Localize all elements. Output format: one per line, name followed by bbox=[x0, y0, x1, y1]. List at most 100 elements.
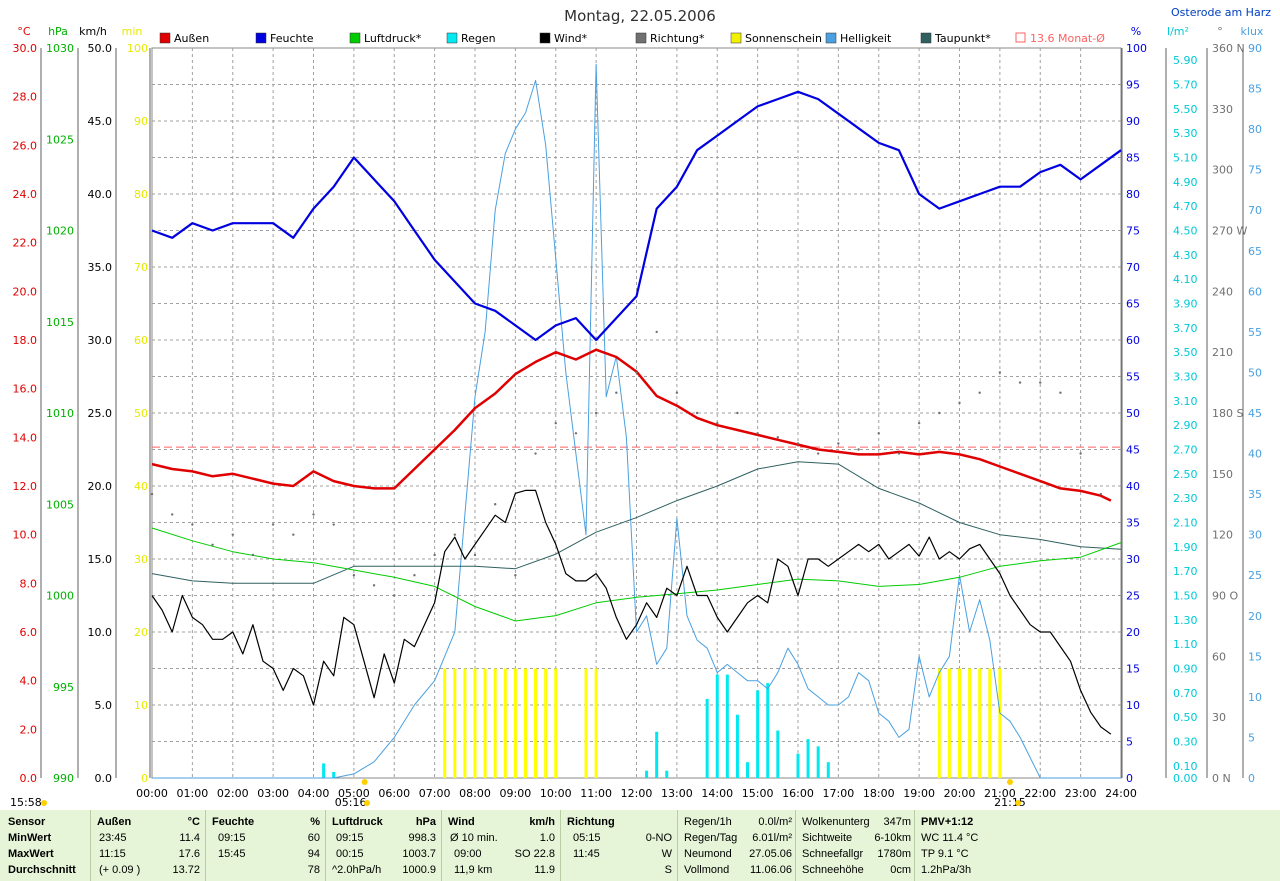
schneehoehe-label: Schneehöhe bbox=[802, 864, 864, 876]
sun-tick-label: 100 bbox=[127, 42, 148, 55]
pressure-tick-label: 1005 bbox=[46, 498, 74, 511]
humidity-tick-label: 55 bbox=[1126, 371, 1140, 384]
rain-tick-label: 3.10 bbox=[1173, 395, 1198, 408]
humidity-tick-label: 100 bbox=[1126, 42, 1147, 55]
pressure-tick-label: 1020 bbox=[46, 225, 74, 238]
temp-tick-label: 0.0 bbox=[20, 772, 38, 785]
light-tick-label: 30 bbox=[1248, 529, 1262, 542]
legend-swatch bbox=[446, 32, 458, 44]
statistics-footer: Sensor MinWert MaxWert Durchschnitt Auße… bbox=[0, 810, 1280, 881]
humidity-tick-label: 95 bbox=[1126, 79, 1140, 92]
pressure-tick-label: 995 bbox=[53, 681, 74, 694]
sun-tick-label: 80 bbox=[134, 188, 148, 201]
light-unit-label: klux bbox=[1241, 25, 1264, 38]
x-tick-label: 04:00 bbox=[298, 787, 330, 800]
direction-point bbox=[473, 553, 477, 557]
sunset-marker-bottom bbox=[1015, 800, 1021, 806]
sunshine-bar bbox=[453, 668, 457, 778]
wind-tick-label: 40.0 bbox=[88, 188, 113, 201]
rain-tick-label: 3.90 bbox=[1173, 298, 1198, 311]
feuchte-avg-value: 78 bbox=[307, 864, 320, 876]
direction-unit-label: ° bbox=[1217, 25, 1223, 38]
neumond-label: Neumond bbox=[684, 848, 732, 860]
sun-unit-label: min bbox=[122, 25, 143, 38]
direction-point bbox=[857, 448, 860, 451]
direction-point bbox=[332, 523, 335, 526]
sun-tick-label: 0 bbox=[141, 772, 148, 785]
rain-tick-label: 0.50 bbox=[1173, 711, 1198, 724]
wind-avg-label: Ø 10 min. bbox=[450, 832, 498, 844]
light-tick-label: 35 bbox=[1248, 488, 1262, 501]
rain-bar bbox=[715, 674, 719, 778]
sensor-header: Sensor bbox=[8, 816, 46, 828]
direction-tick-label: 60 bbox=[1212, 650, 1226, 663]
legend-swatch bbox=[730, 32, 742, 44]
rain-bar bbox=[816, 746, 820, 778]
rain-bar bbox=[705, 698, 709, 778]
direction-point bbox=[574, 432, 578, 435]
wind-header: Wind bbox=[448, 816, 475, 828]
direction-point bbox=[796, 442, 800, 445]
wind-tick-label: 0.0 bbox=[95, 772, 113, 785]
rain-tick-label: 1.10 bbox=[1173, 638, 1198, 651]
humidity-tick-label: 85 bbox=[1126, 152, 1140, 165]
x-tick-label: 05:00 bbox=[338, 787, 370, 800]
aussen-min-time: 23:45 bbox=[99, 832, 127, 844]
rain-tick-label: 2.90 bbox=[1173, 419, 1198, 432]
richtung-header: Richtung bbox=[567, 816, 615, 828]
richtung-avg-value: S bbox=[664, 864, 672, 876]
rain-bar bbox=[332, 771, 336, 778]
rain-bar bbox=[796, 753, 800, 778]
direction-point bbox=[978, 391, 981, 394]
direction-tick-label: 90 O bbox=[1212, 590, 1238, 603]
sunshine-bar bbox=[493, 668, 497, 778]
pressure-tick-label: 1000 bbox=[46, 590, 74, 603]
luftdruck-header: Luftdruck bbox=[332, 816, 383, 828]
rain-bar bbox=[756, 690, 760, 778]
wind-series-line bbox=[151, 489, 1112, 735]
humidity-tick-label: 30 bbox=[1126, 553, 1140, 566]
direction-point bbox=[756, 432, 759, 435]
legend-label: Feuchte bbox=[270, 32, 314, 45]
rain-tick-label: 4.30 bbox=[1173, 249, 1198, 262]
temp-tick-label: 22.0 bbox=[13, 237, 38, 250]
sunshine-bar bbox=[544, 668, 548, 778]
aussen-header: Außen bbox=[97, 816, 132, 828]
rain-tick-label: 3.70 bbox=[1173, 322, 1198, 335]
sichtweite-label: Sichtweite bbox=[802, 832, 853, 844]
regen-1h-label: Regen/1h bbox=[684, 816, 732, 828]
x-tick-label: 07:00 bbox=[419, 787, 451, 800]
x-tick-label: 13:00 bbox=[661, 787, 693, 800]
x-tick-label: 00:00 bbox=[136, 787, 168, 800]
legend-label: Sonnenschein bbox=[745, 32, 822, 45]
humidity-tick-label: 90 bbox=[1126, 115, 1140, 128]
wolken-value: 347m bbox=[883, 816, 911, 828]
direction-tick-label: 30 bbox=[1212, 711, 1226, 724]
humidity-tick-label: 25 bbox=[1126, 590, 1140, 603]
sunshine-bar bbox=[513, 668, 517, 778]
temp-tick-label: 20.0 bbox=[13, 285, 38, 298]
x-tick-label: 15:00 bbox=[742, 787, 774, 800]
wolken-label: Wolkenunterg bbox=[802, 816, 870, 828]
rain-tick-label: 1.90 bbox=[1173, 541, 1198, 554]
direction-tick-label: 270 W bbox=[1212, 225, 1247, 238]
wind-unit-label: km/h bbox=[79, 25, 107, 38]
sun-tick-label: 50 bbox=[134, 407, 148, 420]
sun-tick-label: 70 bbox=[134, 261, 148, 274]
schneefallgr-label: Schneefallgr bbox=[802, 848, 864, 860]
sichtweite-value: 6-10km bbox=[874, 832, 911, 844]
humidity-tick-label: 10 bbox=[1126, 699, 1140, 712]
wind-avg-value: 11.9 bbox=[534, 864, 555, 876]
feuchte-min-time: 09:15 bbox=[218, 832, 246, 844]
sun-tick-label: 30 bbox=[134, 553, 148, 566]
sunshine-bar bbox=[443, 668, 447, 778]
row-label-avg: Durchschnitt bbox=[8, 864, 76, 876]
regen-1h-value: 0.0l/m² bbox=[758, 816, 792, 828]
direction-point bbox=[594, 411, 598, 415]
rain-unit-label: l/m² bbox=[1167, 25, 1189, 38]
direction-point bbox=[877, 432, 880, 435]
luftdruck-trend: ^2.0hPa/h bbox=[332, 864, 382, 876]
temp-tick-label: 2.0 bbox=[20, 723, 38, 736]
direction-point bbox=[170, 513, 174, 516]
rain-bar bbox=[826, 762, 830, 778]
